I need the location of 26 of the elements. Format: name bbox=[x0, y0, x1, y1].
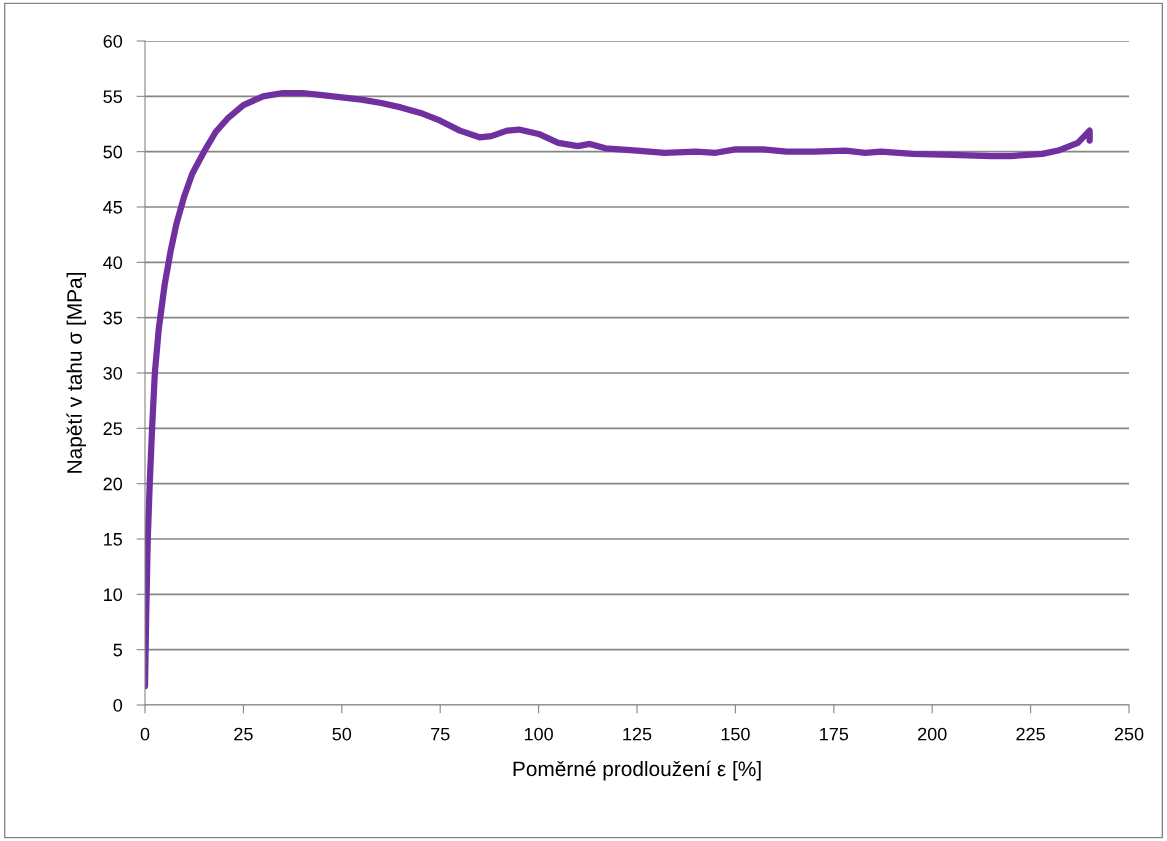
x-tick-label: 0 bbox=[140, 727, 150, 741]
y-tick-label: 15 bbox=[104, 533, 123, 546]
y-tick-label: 30 bbox=[103, 366, 123, 380]
y-tick-label: 55 bbox=[103, 90, 123, 104]
x-tick-label: 200 bbox=[918, 727, 947, 741]
x-tick-label: 125 bbox=[623, 727, 652, 741]
x-axis-title: Poměrné prodloužení ε [%] bbox=[513, 760, 761, 781]
y-tick-label: 40 bbox=[103, 256, 123, 270]
x-tick-label: 250 bbox=[1114, 727, 1144, 741]
x-tick-label: 100 bbox=[524, 727, 553, 741]
y-tick-label: 25 bbox=[103, 422, 123, 436]
y-tick-label: 35 bbox=[103, 311, 123, 325]
y-axis-title: Napětí v tahu σ [MPa] bbox=[66, 273, 87, 473]
y-tick-label: 10 bbox=[104, 588, 123, 602]
y-tick-label: 60 bbox=[103, 34, 123, 48]
x-tick-label: 50 bbox=[332, 727, 352, 741]
y-tick-label: 45 bbox=[103, 201, 123, 214]
x-tick-label: 75 bbox=[431, 727, 450, 741]
y-tick-label: 0 bbox=[113, 698, 123, 712]
x-tick-label: 25 bbox=[234, 727, 253, 741]
y-tick-label: 5 bbox=[113, 643, 123, 657]
x-tick-label: 150 bbox=[721, 727, 750, 741]
x-tick-label: 225 bbox=[1016, 727, 1045, 741]
y-tick-label: 50 bbox=[103, 145, 123, 159]
y-tick-label: 20 bbox=[103, 477, 123, 491]
x-tick-label: 175 bbox=[820, 727, 849, 741]
